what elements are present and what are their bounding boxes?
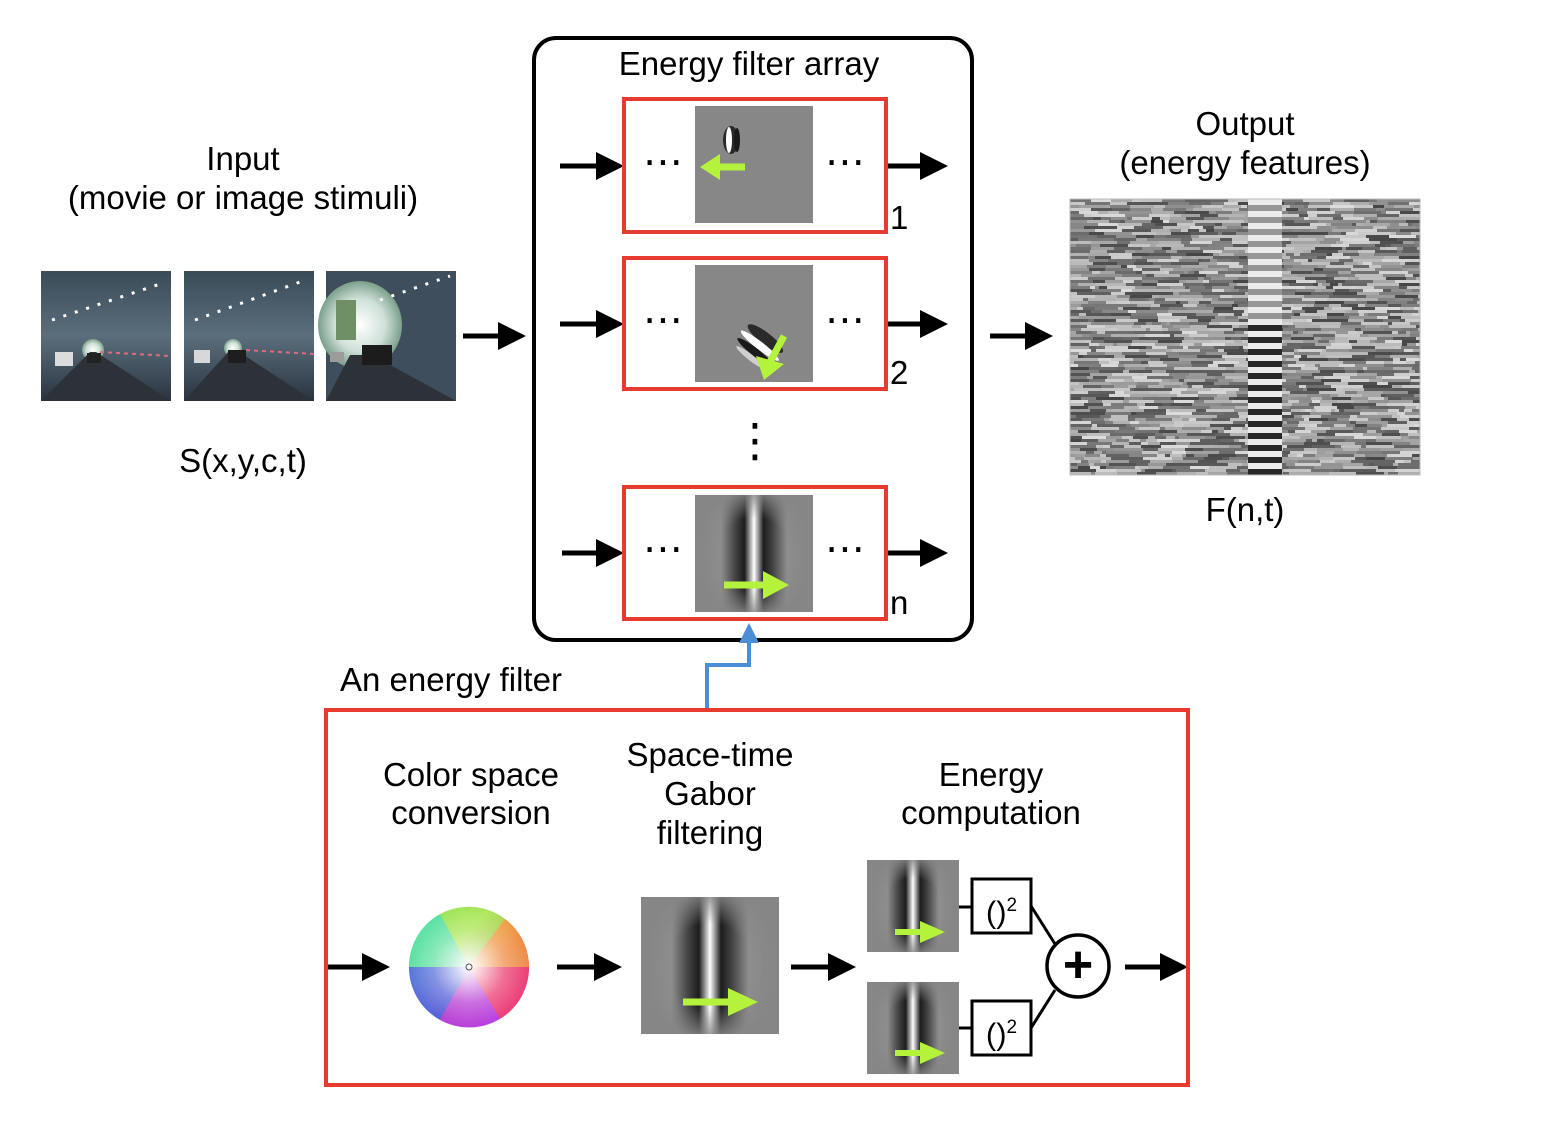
row-2-index: 2 xyxy=(890,354,909,391)
arrow-row2-out xyxy=(886,310,948,338)
arrow-row2-in xyxy=(560,310,624,338)
filter-row-2-box xyxy=(622,256,888,391)
motion-arrow-down-left xyxy=(756,334,788,380)
arrow-rown-out xyxy=(886,539,948,567)
square-top-parens: () xyxy=(985,894,1007,930)
row-1-index: 1 xyxy=(890,199,909,236)
output-title: Output xyxy=(1195,105,1295,142)
filter-array-title: Energy filter array xyxy=(618,45,880,82)
arrow-wheel-to-gabor xyxy=(557,953,622,981)
row-1-dots-right: ⋯ xyxy=(825,140,865,184)
energy-patch-top xyxy=(867,860,959,952)
row-n-dots-right: ⋯ xyxy=(825,527,865,571)
square-bottom-exponent: 2 xyxy=(1006,1017,1018,1038)
square-operators xyxy=(959,877,1111,1057)
stage-1-label-line-2: conversion xyxy=(391,794,551,831)
input-title: Input xyxy=(206,140,280,177)
input-frame-3 xyxy=(318,271,456,401)
flow-arrows xyxy=(328,152,1188,981)
stage-3-label-line-2: computation xyxy=(901,794,1081,831)
square-bottom-parens: () xyxy=(985,1016,1007,1052)
square-top-label: ()2 xyxy=(972,887,1031,931)
filter-row-n xyxy=(622,485,888,621)
input-frames xyxy=(41,271,456,401)
stage-1-label-line-1: Color space xyxy=(382,756,560,793)
arrow-input-to-array xyxy=(463,322,526,350)
gabor-filter-patch xyxy=(641,897,779,1034)
input-formula: S(x,y,c,t) xyxy=(179,442,307,479)
stage-3-label-line-1: Energy xyxy=(938,756,1044,793)
arrow-row1-in xyxy=(560,152,624,180)
stage-2-label-line-2: Gabor xyxy=(664,775,756,812)
filter-row-1 xyxy=(622,97,888,234)
square-bottom-label: ()2 xyxy=(972,1009,1031,1053)
arrow-rown-in xyxy=(562,539,624,567)
row-2-dots-right: ⋯ xyxy=(825,298,865,342)
filter-row-n-box xyxy=(622,485,888,621)
arrow-array-to-output xyxy=(990,322,1053,350)
sum-plus-sign: + xyxy=(1062,936,1094,994)
output-formula: F(n,t) xyxy=(1205,491,1285,528)
filter-row-2 xyxy=(622,256,888,391)
row-n-index: n xyxy=(890,584,909,621)
energy-filter-title: An energy filter xyxy=(340,661,562,698)
row-n-dots-left: ⋯ xyxy=(643,527,683,571)
square-top-exponent: 2 xyxy=(1006,895,1018,916)
input-frame-2 xyxy=(184,271,315,401)
arrow-ef-out xyxy=(1125,953,1188,981)
input-subtitle: (movie or image stimuli) xyxy=(67,179,419,216)
arrow-row1-out xyxy=(886,152,948,180)
gabor-patch-1 xyxy=(723,126,740,154)
square-box-bottom xyxy=(970,999,1033,1057)
energy-patch-bottom xyxy=(867,982,959,1074)
arrow-ef-in xyxy=(328,953,390,981)
vertical-dots: ⋮ xyxy=(732,414,778,466)
arrow-gabor-to-energy xyxy=(791,953,856,981)
row-1-dots-left: ⋯ xyxy=(643,140,683,184)
stage-2-label-line-3: filtering xyxy=(656,814,764,851)
output-subtitle: (energy features) xyxy=(1119,144,1371,181)
stage-2-label-line-1: Space-time xyxy=(626,736,794,773)
motion-arrow-right xyxy=(724,571,789,599)
energy-filter-box xyxy=(324,708,1190,1087)
row-2-dots-left: ⋯ xyxy=(643,298,683,342)
sum-circle xyxy=(1045,933,1111,999)
filter-row-1-box xyxy=(622,97,888,234)
input-frame-1 xyxy=(41,271,172,401)
blue-link-arrow xyxy=(705,623,759,710)
color-wheel xyxy=(408,906,530,1028)
motion-arrow-left xyxy=(700,154,745,180)
output-feature-map xyxy=(1069,198,1421,476)
